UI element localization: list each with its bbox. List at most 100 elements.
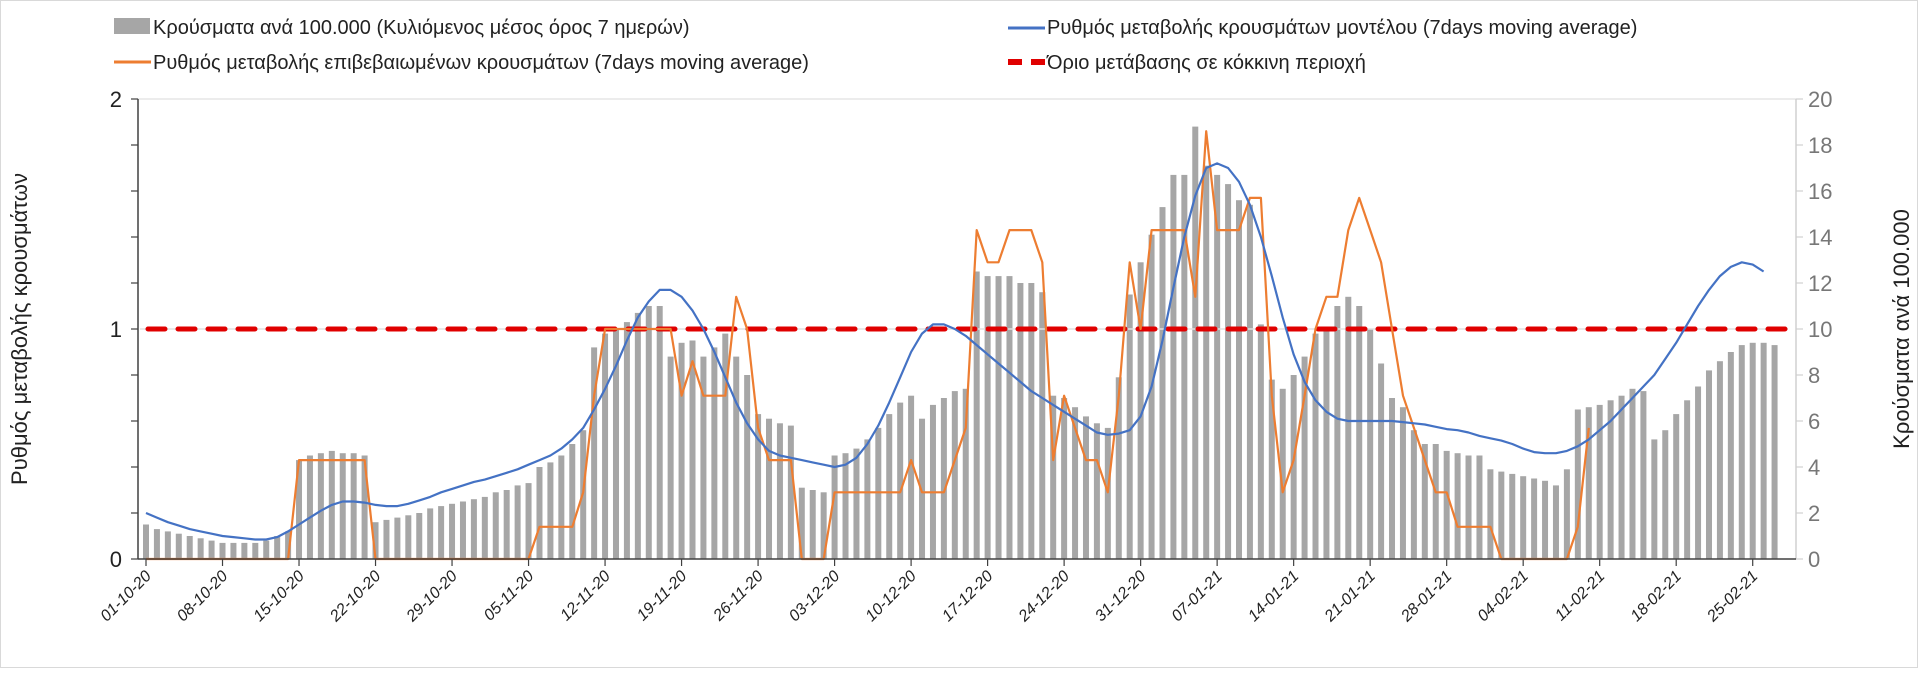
bar-cases bbox=[842, 453, 849, 559]
bar-cases bbox=[1017, 283, 1024, 559]
x-tick-label: 05-11-20 bbox=[481, 568, 538, 625]
bar-cases bbox=[1356, 306, 1363, 559]
bar-cases bbox=[602, 333, 609, 559]
bar-cases bbox=[1487, 469, 1494, 559]
bar-cases bbox=[1771, 345, 1778, 559]
y-left-tick-label: 0 bbox=[110, 547, 122, 572]
bar-cases bbox=[1028, 283, 1035, 559]
legend-item-model: Ρυθμός μεταβολής κρουσμάτων μοντέλου (7d… bbox=[1008, 17, 1637, 39]
bar-cases bbox=[1181, 174, 1188, 559]
bar-cases bbox=[1749, 342, 1756, 559]
bar-cases bbox=[263, 540, 270, 559]
bar-cases bbox=[1345, 296, 1352, 559]
bar-cases bbox=[700, 356, 707, 559]
bar-cases bbox=[1301, 356, 1308, 559]
bar-cases bbox=[1137, 262, 1144, 559]
bar-cases bbox=[1214, 174, 1221, 559]
bar-cases bbox=[1126, 294, 1133, 559]
bar-cases bbox=[1684, 400, 1691, 559]
bar-cases bbox=[1498, 471, 1505, 559]
bar-cases bbox=[306, 455, 313, 559]
bar-cases bbox=[929, 404, 936, 559]
bar-cases bbox=[940, 398, 947, 559]
bar-cases bbox=[864, 439, 871, 559]
bar-cases bbox=[1279, 388, 1286, 559]
bar-cases bbox=[1192, 126, 1199, 559]
x-tick-label: 22-10-20 bbox=[326, 568, 384, 626]
bar-cases bbox=[1378, 363, 1385, 559]
bar-cases bbox=[886, 414, 893, 559]
legend-label-bars: Κρούσματα ανά 100.000 (Κυλιόμενος μέσος … bbox=[153, 17, 690, 39]
bar-cases bbox=[558, 455, 565, 559]
bar-cases bbox=[503, 490, 510, 559]
bar-cases bbox=[722, 333, 729, 559]
bar-cases bbox=[897, 402, 904, 559]
x-tick-label: 28-01-21 bbox=[1397, 568, 1455, 626]
bar-cases bbox=[1585, 407, 1592, 559]
bar-cases bbox=[438, 506, 445, 559]
bar-cases bbox=[962, 388, 969, 559]
bar-cases bbox=[1082, 416, 1089, 559]
bar-cases bbox=[1203, 165, 1210, 559]
bar-cases bbox=[766, 418, 773, 559]
x-tick-label: 18-02-21 bbox=[1628, 568, 1685, 625]
bar-cases bbox=[1651, 439, 1658, 559]
bar-cases bbox=[547, 462, 554, 559]
bar-cases bbox=[1716, 361, 1723, 559]
bar-cases bbox=[208, 540, 215, 559]
bar-cases bbox=[1476, 455, 1483, 559]
bar-cases bbox=[569, 444, 576, 559]
bar-cases bbox=[1061, 398, 1068, 559]
bar-cases bbox=[1410, 430, 1417, 559]
bar-cases bbox=[164, 531, 171, 559]
bar-cases bbox=[241, 542, 248, 559]
bar-cases bbox=[667, 356, 674, 559]
bar-cases bbox=[525, 483, 532, 559]
bar-cases bbox=[1531, 478, 1538, 559]
legend-label-confirmed: Ρυθμός μεταβολής επιβεβαιωμένων κρουσμάτ… bbox=[153, 52, 809, 74]
bar-cases bbox=[1039, 292, 1046, 559]
bar-cases bbox=[809, 490, 816, 559]
bar-cases bbox=[230, 542, 237, 559]
y-right-tick-label: 10 bbox=[1808, 317, 1832, 342]
bar-cases bbox=[1607, 400, 1614, 559]
bar-cases bbox=[831, 455, 838, 559]
bar-cases bbox=[1170, 174, 1177, 559]
bar-cases bbox=[285, 531, 292, 559]
bar-cases bbox=[1257, 324, 1264, 559]
y-axis-left-title: Ρυθμός μεταβολής κρουσμάτων bbox=[7, 173, 32, 485]
bar-cases bbox=[317, 453, 324, 559]
bar-cases bbox=[186, 536, 193, 559]
bar-cases bbox=[1236, 200, 1242, 559]
bar-cases bbox=[951, 391, 958, 559]
bar-cases bbox=[1006, 276, 1013, 559]
bar-cases bbox=[1465, 455, 1472, 559]
x-tick-label: 21-01-21 bbox=[1321, 568, 1379, 626]
bar-cases bbox=[973, 271, 980, 559]
bar-cases bbox=[919, 418, 926, 559]
bar-cases bbox=[1399, 407, 1406, 559]
x-tick-label: 14-01-21 bbox=[1245, 568, 1302, 625]
bar-cases bbox=[459, 501, 466, 559]
y-right-tick-label: 8 bbox=[1808, 363, 1820, 388]
bar-cases bbox=[1574, 409, 1581, 559]
y-right-tick-label: 4 bbox=[1808, 455, 1820, 480]
bar-cases bbox=[1542, 480, 1549, 559]
x-tick-label: 25-02-21 bbox=[1704, 568, 1762, 626]
bar-cases bbox=[798, 487, 805, 559]
bar-cases bbox=[481, 496, 488, 559]
y-right-tick-label: 16 bbox=[1808, 179, 1832, 204]
bar-cases bbox=[1268, 379, 1275, 559]
bar-cases bbox=[405, 515, 412, 559]
bar-cases bbox=[689, 340, 696, 559]
y-right-tick-label: 0 bbox=[1808, 547, 1820, 572]
bar-cases bbox=[908, 395, 915, 559]
bar-cases bbox=[1115, 377, 1122, 559]
bar-cases bbox=[591, 347, 598, 559]
x-tick-label: 29-10-20 bbox=[403, 568, 461, 626]
legend: Κρούσματα ανά 100.000 (Κυλιόμενος μέσος … bbox=[114, 17, 1637, 74]
bar-cases bbox=[1640, 391, 1647, 559]
bar-cases bbox=[1290, 375, 1297, 559]
y-axis-right-ticks: 0 2 4 6 8 10 12 14 16 18 20 bbox=[1796, 87, 1832, 572]
bar-cases bbox=[470, 499, 477, 559]
